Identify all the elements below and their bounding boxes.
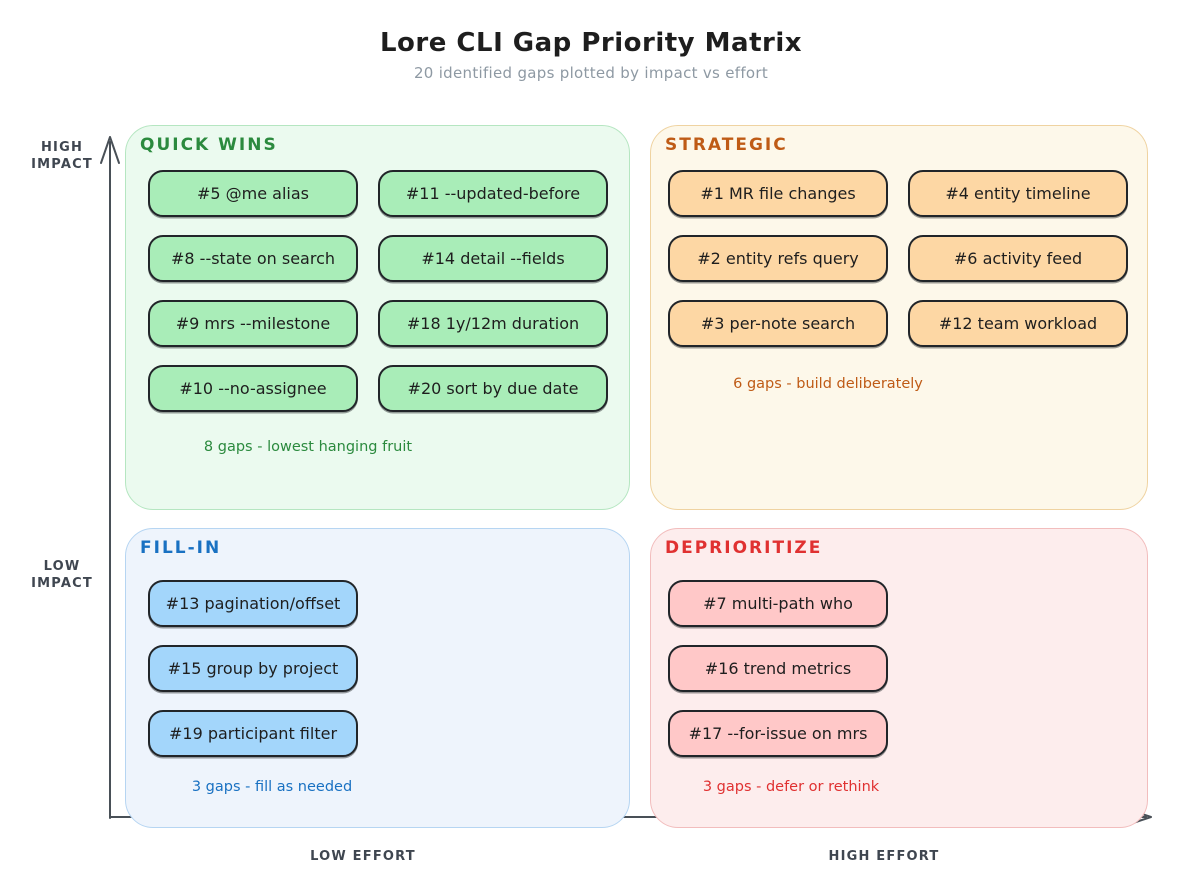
- gap-pill: #19 participant filter: [148, 710, 358, 757]
- gap-pill: #14 detail --fields: [378, 235, 608, 282]
- gap-pill: #8 --state on search: [148, 235, 358, 282]
- quadrant-caption: 6 gaps - build deliberately: [733, 376, 923, 392]
- quadrant-deprioritize: DEPRIORITIZE #7 multi-path who #16 trend…: [650, 528, 1148, 828]
- gap-pill: #16 trend metrics: [668, 645, 888, 692]
- quadrant-caption: 8 gaps - lowest hanging fruit: [203, 439, 413, 455]
- axis-label-line: IMPACT: [31, 157, 93, 172]
- gap-pill: #3 per-note search: [668, 300, 888, 347]
- gap-pill: #5 @me alias: [148, 170, 358, 217]
- gap-pill: #18 1y/12m duration: [378, 300, 608, 347]
- quadrant-strategic: STRATEGIC #1 MR file changes #4 entity t…: [650, 125, 1148, 510]
- pill-grid: #1 MR file changes #4 entity timeline #2…: [668, 170, 1128, 347]
- axis-label-high-effort: HIGH EFFORT: [828, 849, 940, 864]
- quadrant-title: STRATEGIC: [665, 135, 788, 155]
- pill-grid: #5 @me alias #11 --updated-before #8 --s…: [148, 170, 608, 412]
- gap-pill: #11 --updated-before: [378, 170, 608, 217]
- header: Lore CLI Gap Priority Matrix 20 identifi…: [0, 28, 1182, 82]
- quadrant-caption: 3 gaps - fill as needed: [191, 779, 353, 795]
- gap-pill: #20 sort by due date: [378, 365, 608, 412]
- axis-label-line: IMPACT: [31, 576, 93, 591]
- gap-pill: #12 team workload: [908, 300, 1128, 347]
- quadrant-title: FILL-IN: [140, 538, 222, 558]
- axis-label-high-impact: HIGH IMPACT: [14, 139, 110, 173]
- gap-pill: #17 --for-issue on mrs: [668, 710, 888, 757]
- gap-pill: #15 group by project: [148, 645, 358, 692]
- quadrant-title: DEPRIORITIZE: [665, 538, 823, 558]
- quadrant-fill-in: FILL-IN #13 pagination/offset #15 group …: [125, 528, 630, 828]
- axis-label-line: LOW: [43, 559, 81, 574]
- page-title: Lore CLI Gap Priority Matrix: [379, 28, 803, 58]
- page-subtitle: 20 identified gaps plotted by impact vs …: [413, 64, 769, 82]
- pill-grid: #13 pagination/offset #15 group by proje…: [148, 580, 358, 757]
- axis-label-line: HIGH: [40, 140, 84, 155]
- gap-pill: #2 entity refs query: [668, 235, 888, 282]
- gap-pill: #4 entity timeline: [908, 170, 1128, 217]
- gap-pill: #1 MR file changes: [668, 170, 888, 217]
- axis-label-low-effort: LOW EFFORT: [310, 849, 416, 864]
- axis-label-low-impact: LOW IMPACT: [14, 558, 110, 592]
- gap-pill: #6 activity feed: [908, 235, 1128, 282]
- gap-pill: #7 multi-path who: [668, 580, 888, 627]
- gap-pill: #13 pagination/offset: [148, 580, 358, 627]
- quadrant-caption: 3 gaps - defer or rethink: [702, 779, 880, 795]
- gap-pill: #10 --no-assignee: [148, 365, 358, 412]
- pill-grid: #7 multi-path who #16 trend metrics #17 …: [668, 580, 888, 757]
- quadrant-quick-wins: QUICK WINS #5 @me alias #11 --updated-be…: [125, 125, 630, 510]
- gap-pill: #9 mrs --milestone: [148, 300, 358, 347]
- quadrant-title: QUICK WINS: [140, 135, 278, 155]
